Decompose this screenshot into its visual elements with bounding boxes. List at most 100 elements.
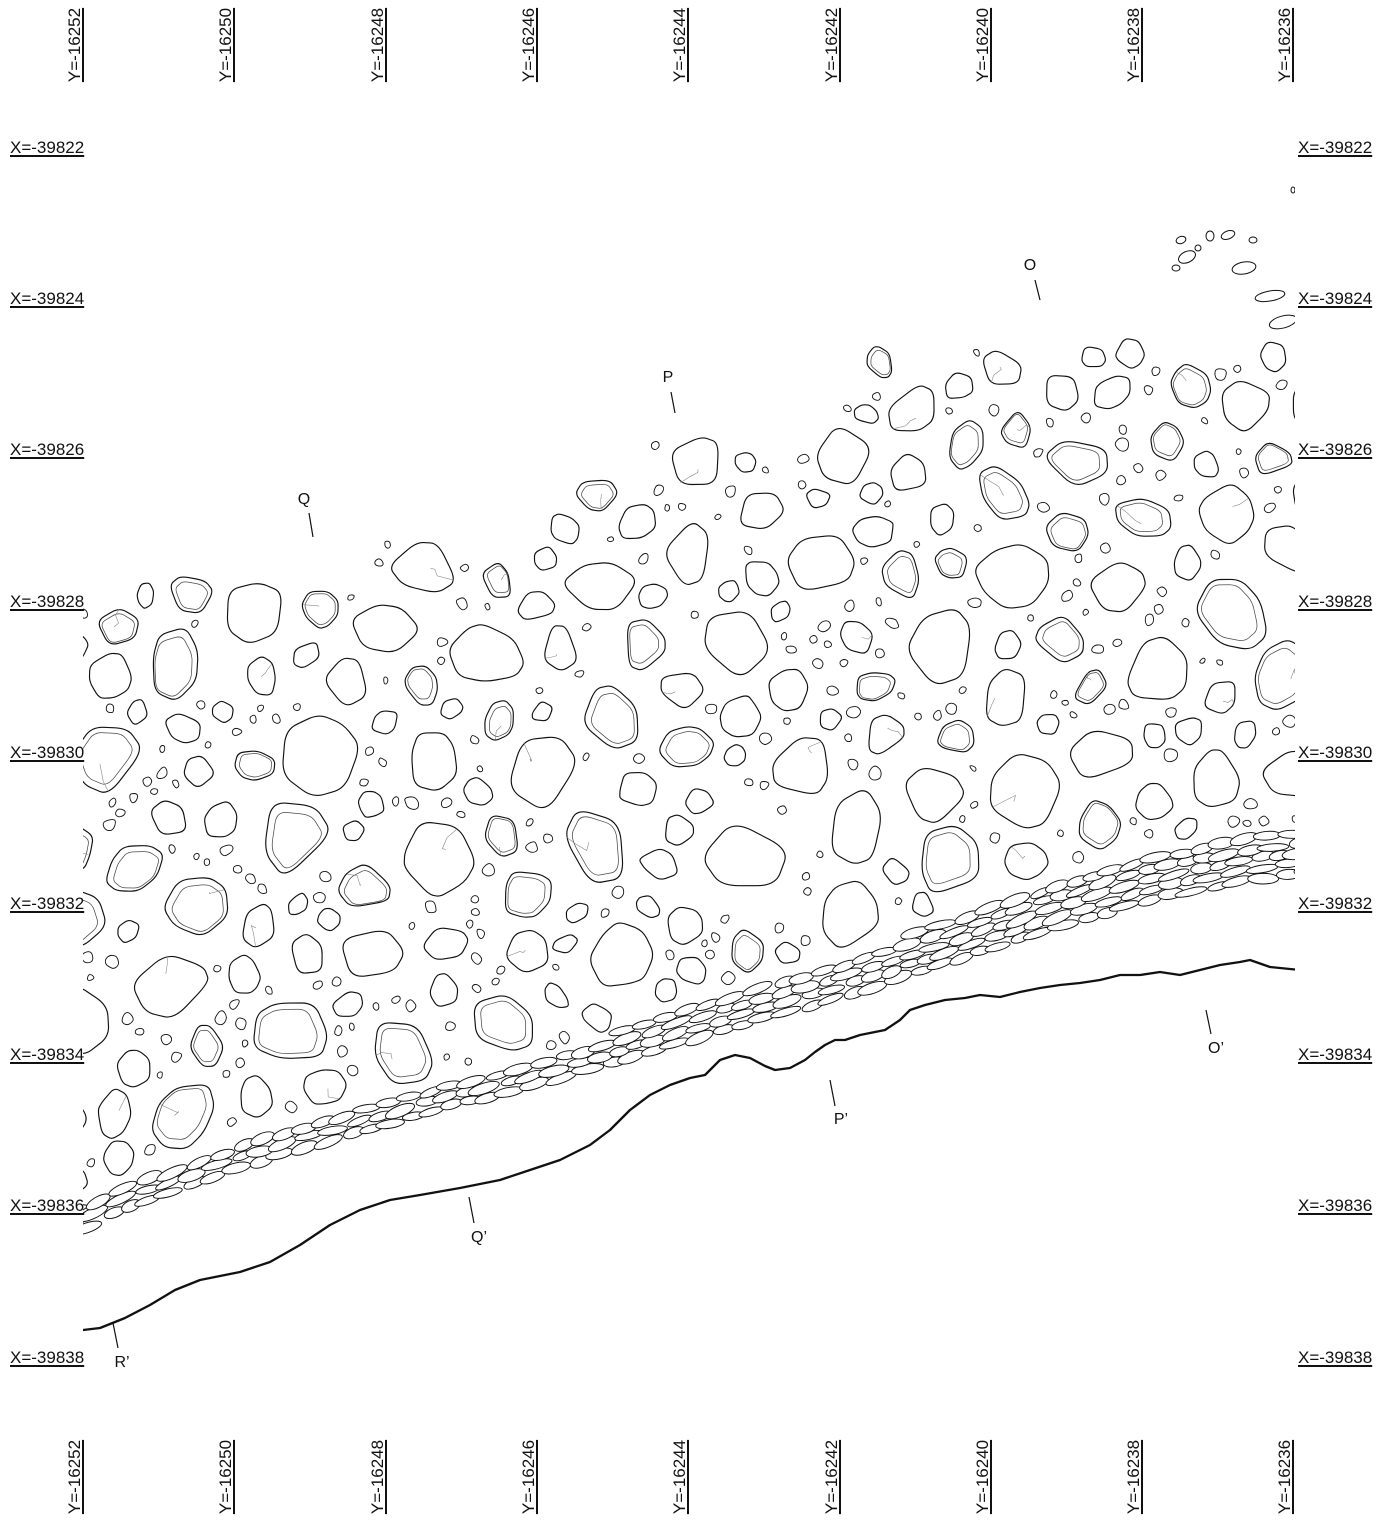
pebble xyxy=(404,796,420,810)
pebble xyxy=(348,1022,355,1031)
pebble xyxy=(525,818,534,827)
pebble xyxy=(894,897,903,906)
stone xyxy=(667,906,704,945)
flat-stone xyxy=(177,1168,206,1183)
pebble xyxy=(690,610,699,619)
pebble xyxy=(405,999,417,1013)
pebble xyxy=(1072,851,1085,864)
stone xyxy=(983,350,1022,385)
stone-crack-line xyxy=(990,366,1002,384)
stone xyxy=(165,713,201,744)
stone-face-line xyxy=(101,613,135,643)
stone-crack-line xyxy=(327,1088,339,1100)
pebble xyxy=(1201,417,1209,425)
stone xyxy=(1170,364,1212,409)
stone xyxy=(934,547,968,579)
flat-stone xyxy=(1220,865,1251,878)
pebble xyxy=(1118,424,1127,435)
stone xyxy=(83,891,106,946)
pebble xyxy=(235,1057,245,1069)
pebble xyxy=(159,745,166,753)
pebble xyxy=(967,597,982,608)
stone xyxy=(831,790,881,864)
stone-crack-line xyxy=(980,474,1004,496)
stone xyxy=(325,657,367,706)
pebble xyxy=(823,640,832,648)
scattered-stone xyxy=(1205,230,1215,242)
grid-label-x-left: X=-39832 xyxy=(10,894,85,913)
stone-face-line xyxy=(1119,502,1163,532)
section-label-q-end: Q’ xyxy=(471,1229,487,1246)
pebble xyxy=(843,404,852,412)
stone xyxy=(921,825,980,893)
stone-face-line xyxy=(1258,444,1289,471)
section-label-o-end: O’ xyxy=(1208,1040,1224,1057)
stone xyxy=(1036,714,1060,735)
section-leader-q-end xyxy=(468,1196,475,1224)
section-markers: O P Q O’ P’ Q’ R’ xyxy=(112,257,1224,1371)
stone xyxy=(1174,717,1202,746)
stone xyxy=(1221,381,1270,432)
stone xyxy=(852,516,894,548)
grid-label-y-top: Y=-16246 xyxy=(518,7,538,83)
stone-face-line xyxy=(271,812,322,869)
stone xyxy=(639,848,678,880)
stone xyxy=(565,902,589,924)
pebble xyxy=(383,676,389,685)
stone-face-line xyxy=(407,668,433,700)
grid-label-x-left: X=-39824 xyxy=(10,289,85,309)
stone-crack-line xyxy=(1011,846,1026,859)
stone-crack-line xyxy=(523,742,533,763)
grid-label-x-right: X=-39832 xyxy=(1298,894,1373,913)
pebble xyxy=(1235,448,1242,455)
stone xyxy=(787,535,855,590)
pebble xyxy=(1275,379,1288,391)
section-leader-o xyxy=(1034,279,1041,301)
stone xyxy=(806,488,831,509)
section-leader-p-end xyxy=(829,1079,836,1107)
scattered-stone xyxy=(1248,236,1258,244)
stone xyxy=(211,700,234,723)
pebble xyxy=(1239,467,1250,479)
pebble xyxy=(104,954,120,969)
stone xyxy=(253,1002,328,1059)
pebble xyxy=(229,999,240,1010)
stone-crack-line xyxy=(1222,699,1235,704)
stone xyxy=(890,453,927,491)
stone-crack-line xyxy=(160,1104,180,1116)
stone xyxy=(817,428,870,485)
stone xyxy=(116,1049,151,1088)
grid-label-x-right: X=-39838 xyxy=(1298,1347,1373,1367)
stone xyxy=(945,372,974,399)
pebble xyxy=(334,1025,343,1036)
stone xyxy=(774,941,801,964)
grid-label-x-left: X=-39826 xyxy=(10,440,85,460)
pebble xyxy=(973,349,980,357)
section-leader-o-end xyxy=(1205,1009,1212,1035)
section-leader-q xyxy=(308,512,314,538)
pebble xyxy=(759,781,770,791)
pebble xyxy=(1214,368,1227,381)
section-label-p-end: P’ xyxy=(834,1111,848,1128)
pebble xyxy=(1258,815,1270,827)
flat-stone xyxy=(688,1010,717,1024)
grid-label-x-left: X=-39822 xyxy=(10,138,85,157)
stone xyxy=(429,973,459,1007)
stone xyxy=(133,955,209,1018)
pebble xyxy=(725,485,736,498)
grid-label-y-bottom: Y=-16236 xyxy=(1275,1439,1295,1515)
pebble xyxy=(525,841,538,853)
flat-stone xyxy=(1293,865,1295,877)
pebble xyxy=(331,976,342,987)
pebble xyxy=(552,963,560,971)
stone-crack-line xyxy=(83,852,89,855)
pebble xyxy=(758,732,773,745)
stone xyxy=(506,929,549,973)
pebble xyxy=(1045,417,1054,428)
flat-stone xyxy=(999,892,1031,909)
stone xyxy=(151,800,187,835)
stone xyxy=(449,624,524,682)
stone xyxy=(1254,640,1295,710)
stone-crack-line xyxy=(1232,498,1249,507)
